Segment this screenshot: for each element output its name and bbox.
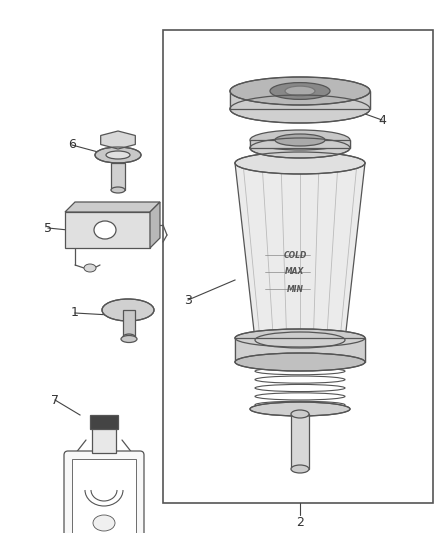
Text: 3: 3 bbox=[184, 294, 192, 306]
Ellipse shape bbox=[102, 299, 154, 321]
Polygon shape bbox=[65, 202, 160, 212]
Ellipse shape bbox=[93, 515, 115, 531]
Ellipse shape bbox=[230, 95, 370, 123]
Ellipse shape bbox=[235, 152, 365, 174]
Bar bbox=[235, 338, 365, 362]
Bar bbox=[123, 310, 135, 337]
Text: 7: 7 bbox=[51, 393, 59, 407]
Ellipse shape bbox=[250, 402, 350, 416]
Bar bbox=[90, 415, 118, 429]
Text: COLD: COLD bbox=[283, 251, 307, 260]
Text: MIN: MIN bbox=[286, 285, 304, 294]
Bar bbox=[250, 140, 350, 148]
Text: 1: 1 bbox=[71, 306, 79, 319]
Ellipse shape bbox=[95, 147, 141, 163]
Bar bbox=[163, 30, 433, 503]
Text: 2: 2 bbox=[296, 515, 304, 529]
Ellipse shape bbox=[123, 334, 135, 340]
Text: 5: 5 bbox=[44, 222, 52, 235]
Bar bbox=[72, 459, 136, 533]
Ellipse shape bbox=[285, 86, 315, 96]
Bar bbox=[111, 163, 125, 190]
Ellipse shape bbox=[94, 221, 116, 239]
Ellipse shape bbox=[84, 264, 96, 272]
Ellipse shape bbox=[111, 187, 125, 193]
Polygon shape bbox=[101, 131, 135, 149]
Polygon shape bbox=[65, 212, 150, 248]
Text: MAX: MAX bbox=[285, 268, 305, 277]
Ellipse shape bbox=[235, 329, 365, 347]
Ellipse shape bbox=[255, 332, 345, 348]
Bar bbox=[92, 427, 116, 453]
FancyBboxPatch shape bbox=[64, 451, 144, 533]
Polygon shape bbox=[235, 163, 365, 340]
Ellipse shape bbox=[291, 465, 309, 473]
Ellipse shape bbox=[106, 151, 130, 159]
Bar bbox=[230, 91, 370, 109]
Ellipse shape bbox=[250, 138, 350, 158]
Ellipse shape bbox=[250, 130, 350, 150]
Text: 4: 4 bbox=[378, 114, 386, 126]
Bar bbox=[291, 414, 309, 469]
Polygon shape bbox=[150, 202, 160, 248]
Text: 6: 6 bbox=[68, 139, 76, 151]
Ellipse shape bbox=[275, 134, 325, 146]
Ellipse shape bbox=[291, 410, 309, 418]
Ellipse shape bbox=[121, 335, 137, 343]
Ellipse shape bbox=[230, 77, 370, 105]
Ellipse shape bbox=[270, 83, 330, 99]
Ellipse shape bbox=[235, 353, 365, 371]
